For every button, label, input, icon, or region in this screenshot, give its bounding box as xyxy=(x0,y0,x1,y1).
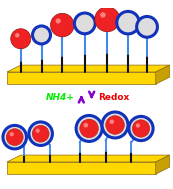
Circle shape xyxy=(6,129,23,146)
Polygon shape xyxy=(7,162,156,174)
Circle shape xyxy=(137,16,157,37)
Circle shape xyxy=(56,18,61,24)
Circle shape xyxy=(106,116,124,134)
Circle shape xyxy=(110,119,114,124)
Circle shape xyxy=(74,13,95,34)
Polygon shape xyxy=(156,155,170,174)
Polygon shape xyxy=(7,65,170,72)
Polygon shape xyxy=(7,72,156,84)
Polygon shape xyxy=(7,155,170,162)
Circle shape xyxy=(95,7,120,32)
Circle shape xyxy=(132,120,150,137)
Polygon shape xyxy=(156,65,170,84)
Circle shape xyxy=(84,123,88,128)
Circle shape xyxy=(3,125,26,149)
Circle shape xyxy=(15,33,19,37)
Circle shape xyxy=(33,26,51,44)
Circle shape xyxy=(136,123,140,128)
Text: NH4+: NH4+ xyxy=(46,93,74,102)
Circle shape xyxy=(102,112,128,138)
Circle shape xyxy=(76,115,102,141)
Circle shape xyxy=(80,119,98,138)
Circle shape xyxy=(11,29,31,49)
Circle shape xyxy=(51,13,74,37)
Circle shape xyxy=(100,12,106,18)
Circle shape xyxy=(29,122,52,146)
Circle shape xyxy=(36,129,40,133)
Circle shape xyxy=(117,11,139,34)
Text: Redox: Redox xyxy=(99,93,130,102)
Circle shape xyxy=(10,132,14,136)
Circle shape xyxy=(32,125,49,142)
Circle shape xyxy=(129,116,153,141)
